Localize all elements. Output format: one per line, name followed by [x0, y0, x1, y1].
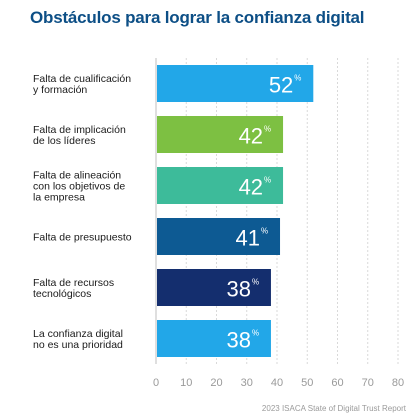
x-tick-label: 60	[331, 377, 343, 389]
category-label: tecnológicos	[33, 288, 91, 300]
bar	[157, 218, 281, 255]
category-label: la empresa	[33, 192, 85, 204]
category-label: Falta de cualificación	[33, 73, 131, 85]
x-tick-label: 50	[301, 377, 313, 389]
x-tick-label: 30	[241, 377, 253, 389]
bar-value-suffix: %	[261, 227, 268, 236]
bar-value-suffix: %	[264, 125, 271, 134]
bar	[157, 65, 314, 102]
category-label: de los líderes	[33, 135, 95, 147]
bar-value-suffix: %	[252, 278, 259, 287]
bar-value-suffix: %	[264, 176, 271, 185]
bar-value-label: 38	[226, 277, 250, 302]
x-tick-label: 80	[392, 377, 404, 389]
bar-value-label: 41	[236, 226, 260, 251]
bar	[157, 116, 284, 153]
category-label: La confianza digital	[33, 328, 123, 340]
x-tick-label: 20	[210, 377, 222, 389]
category-label: con los objetivos de	[33, 181, 125, 193]
bar-value-label: 38	[226, 328, 250, 353]
x-tick-label: 0	[153, 377, 159, 389]
source-note: 2023 ISACA State of Digital Trust Report	[261, 404, 406, 413]
x-tick-label: 10	[180, 377, 192, 389]
x-tick-label: 40	[271, 377, 283, 389]
category-label: no es una prioridad	[33, 339, 123, 351]
category-label: Falta de alineación	[33, 170, 121, 182]
bar-value-suffix: %	[294, 74, 301, 83]
bar	[157, 167, 284, 204]
category-label: Falta de implicación	[33, 124, 126, 136]
x-tick-label: 70	[362, 377, 374, 389]
bar-value-label: 42	[239, 175, 263, 200]
category-label: Falta de recursos	[33, 277, 114, 289]
bar-value-suffix: %	[252, 329, 259, 338]
chart-title: Obstáculos para lograr la confianza digi…	[30, 8, 365, 27]
bar	[157, 320, 271, 357]
bar-value-label: 52	[269, 73, 293, 98]
bar-value-label: 42	[239, 124, 263, 149]
category-label: y formación	[33, 84, 87, 96]
bar	[157, 269, 271, 306]
category-label: Falta de presupuesto	[33, 232, 132, 244]
